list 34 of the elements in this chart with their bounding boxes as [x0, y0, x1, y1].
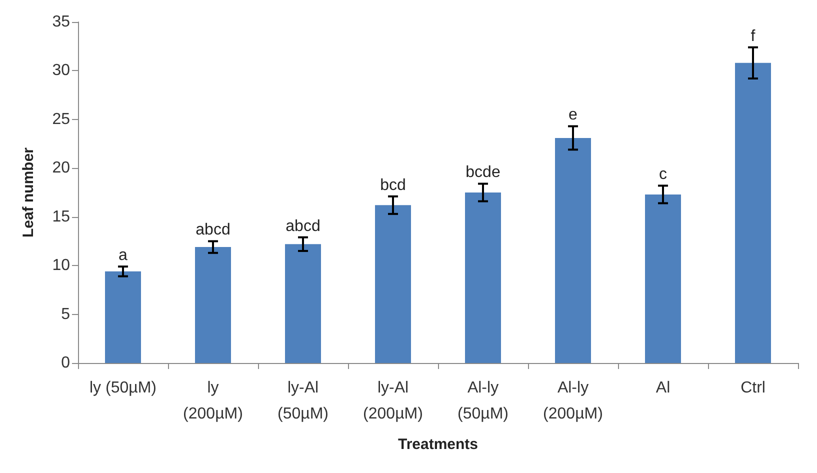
x-tick-label: Al [656, 380, 670, 396]
y-tick-label: 30 [52, 62, 70, 80]
y-tick-label: 20 [52, 160, 70, 177]
bar [285, 244, 321, 363]
annotation: bcde [466, 164, 500, 182]
x-tick-label: Al-ly (200µM) [543, 380, 603, 422]
bar [645, 194, 681, 363]
bar [105, 271, 141, 363]
annotation: abcd [286, 218, 320, 235]
bar [555, 138, 591, 363]
x-tick-label: ly (200µM) [183, 380, 243, 422]
bar [195, 247, 231, 363]
x-tick-label: ly (50µM) [90, 380, 156, 396]
x-tick-label: ly-Al (200µM) [363, 380, 423, 422]
bar [735, 62, 771, 363]
x-tick-label: Ctrl [740, 380, 766, 396]
annotation: bcd [380, 176, 406, 194]
y-tick-label: 15 [52, 208, 70, 226]
x-tick-label: Al-ly (50µM) [458, 380, 508, 422]
y-tick-label: 0 [61, 354, 70, 372]
annotation: a [118, 247, 128, 264]
x-tick-label: ly-Al (50µM) [278, 380, 328, 422]
y-tick-label: 10 [52, 257, 70, 274]
y-axis-title: Leaf number [20, 147, 37, 238]
y-tick-label: 25 [52, 110, 70, 128]
bar [465, 192, 501, 363]
annotation: c [659, 166, 667, 184]
annotation: e [568, 106, 578, 124]
bar [375, 205, 411, 363]
annotation: abcd [196, 222, 230, 239]
y-tick-label: 35 [52, 14, 70, 30]
y-tick-label: 5 [61, 306, 70, 323]
x-axis-title: Treatments [398, 436, 478, 453]
annotation: f [750, 28, 756, 45]
